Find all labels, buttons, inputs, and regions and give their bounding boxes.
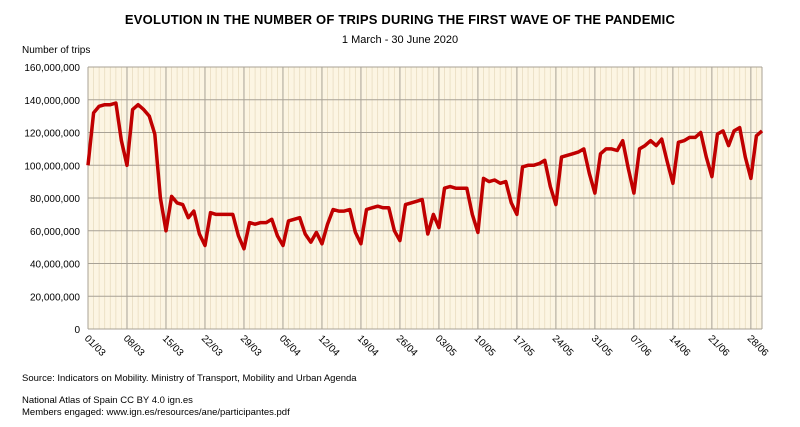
y-tick-label: 60,000,000 (30, 227, 80, 238)
y-tick-label: 100,000,000 (24, 161, 80, 172)
x-tick-label: 10/05 (472, 333, 498, 359)
y-tick-label: 120,000,000 (24, 129, 80, 140)
y-tick-label: 20,000,000 (30, 292, 80, 303)
members-note: Members engaged: www.ign.es/resources/an… (22, 407, 290, 418)
x-tick-label: 29/03 (238, 333, 264, 359)
x-tick-label: 08/03 (121, 333, 147, 359)
y-tick-label: 80,000,000 (30, 194, 80, 205)
y-tick-label: 0 (74, 325, 80, 336)
line-chart: 0 20,000,000 40,000,000 60,000,000 80,000,00… (24, 63, 771, 359)
x-tick-label: 26/04 (394, 333, 420, 359)
x-tick-label: 19/04 (355, 333, 381, 359)
x-tick-label: 14/06 (667, 333, 693, 359)
x-tick-label: 17/05 (511, 333, 537, 359)
trips-series-line (86, 101, 764, 251)
x-tick-label: 21/06 (706, 333, 732, 359)
y-tick-label: 160,000,000 (24, 63, 80, 74)
y-tick-label: 40,000,000 (30, 260, 80, 271)
y-axis-label: Number of trips (22, 45, 91, 56)
chart-subtitle: 1 March - 30 June 2020 (341, 34, 459, 46)
chart-title: EVOLUTION IN THE NUMBER OF TRIPS DURING … (124, 12, 676, 27)
x-tick-label: 03/05 (433, 333, 459, 359)
x-tick-label: 07/06 (628, 333, 654, 359)
x-tick-label: 15/03 (160, 333, 186, 359)
x-tick-label: 12/04 (316, 333, 342, 359)
x-tick-label: 22/03 (199, 333, 225, 359)
x-tick-label: 31/05 (589, 333, 615, 359)
x-tick-label: 28/06 (745, 333, 771, 359)
y-tick-label: 140,000,000 (24, 96, 80, 107)
x-tick-label: 05/04 (277, 333, 303, 359)
x-tick-label: 01/03 (82, 333, 108, 359)
source-note: Source: Indicators on Mobility. Ministry… (22, 373, 357, 384)
x-tick-label: 24/05 (550, 333, 576, 359)
atlas-credit: National Atlas of Spain CC BY 4.0 ign.es (22, 395, 193, 406)
